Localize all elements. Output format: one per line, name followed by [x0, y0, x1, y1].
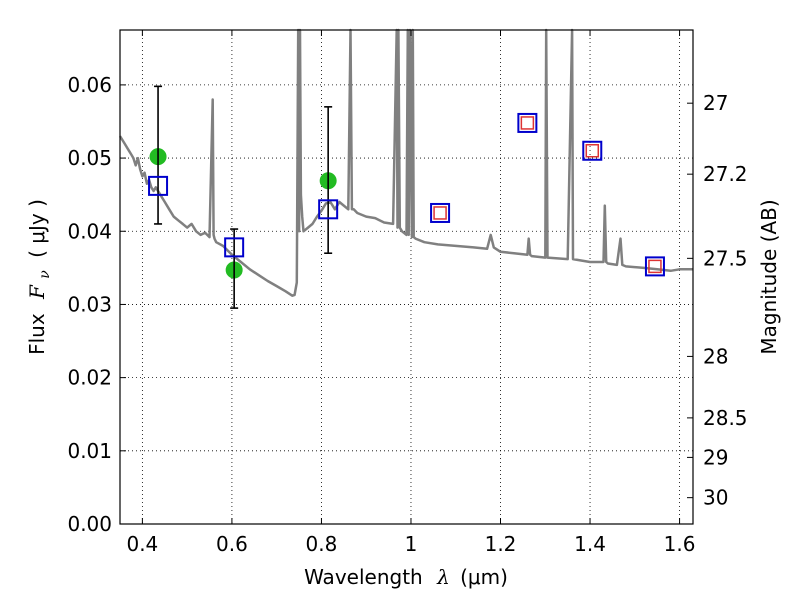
x-tick-label: 1.6 — [664, 532, 696, 556]
model-square-blue — [430, 202, 451, 223]
y-tick-label: 0.04 — [67, 219, 112, 243]
x-tick-label: 1.4 — [574, 532, 606, 556]
model-square-red — [520, 116, 535, 130]
x-axis-label-unit: (μm) — [460, 565, 508, 589]
y-tick-label: 0.05 — [67, 146, 112, 170]
y2-tick-label: 28.5 — [703, 406, 748, 430]
y-tick-label: 0.03 — [67, 292, 112, 316]
y-tick-label: 0.06 — [67, 73, 112, 97]
model-square-blue — [224, 237, 245, 258]
y-axis-label-unit: ( μJy ) — [25, 199, 49, 258]
model-square-blue — [148, 175, 169, 196]
y2-axis-label: Magnitude (AB) — [757, 199, 781, 354]
x-axis-label-prefix: Wavelength — [304, 565, 423, 589]
x-axis-label-symbol: λ — [436, 565, 450, 589]
model-square-blue — [644, 256, 665, 277]
model-square-blue — [582, 140, 603, 161]
y2-tick-label: 28 — [703, 344, 728, 368]
model-square-red — [433, 206, 447, 220]
model-square-blue — [517, 112, 538, 133]
y2-tick-label: 30 — [703, 486, 728, 510]
x-tick-label: 0.8 — [306, 532, 338, 556]
y2-tick-label: 29 — [703, 445, 728, 469]
tick-layer: 0.4 0.6 0.8 1 1.2 1.4 1.6 0.00 0.01 0.02 0.03 0.04 0… — [67, 30, 748, 556]
y-axis-label-prefix: Flux — [25, 313, 49, 355]
y-tick-label: 0.01 — [67, 439, 112, 463]
model-square-red — [585, 144, 600, 158]
x-tick-label: 1.2 — [485, 532, 517, 556]
y-axis-label-symbol: F — [25, 284, 49, 300]
x-tick-label: 0.4 — [126, 532, 158, 556]
y-tick-label: 0.00 — [67, 512, 112, 536]
x-axis-label: Wavelength λ (μm) — [304, 565, 508, 589]
x-tick-label: 0.6 — [216, 532, 248, 556]
model-square-red — [648, 259, 662, 274]
model-square-blue — [318, 199, 339, 220]
y2-tick-label: 27.2 — [703, 162, 748, 186]
spectrum-line — [118, 28, 693, 297]
marker-layer — [148, 85, 665, 309]
y-axis-label-sub: ν — [37, 270, 53, 279]
y-tick-label: 0.02 — [67, 366, 112, 390]
spectrum-layer — [118, 28, 693, 297]
y-axis-label: Flux F ν ( μJy ) — [25, 199, 54, 355]
y2-tick-label: 27.5 — [703, 246, 748, 270]
y2-tick-label: 27 — [703, 91, 728, 115]
plot-frame — [119, 29, 694, 525]
x-tick-label: 1 — [405, 532, 418, 556]
